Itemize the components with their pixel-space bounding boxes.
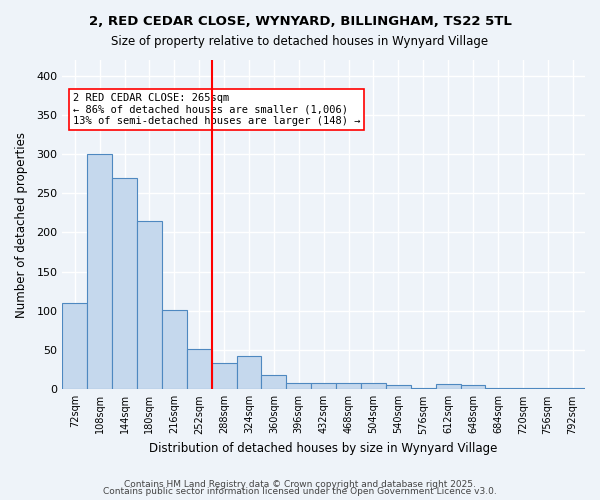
Text: 2 RED CEDAR CLOSE: 265sqm
← 86% of detached houses are smaller (1,006)
13% of se: 2 RED CEDAR CLOSE: 265sqm ← 86% of detac… — [73, 93, 360, 126]
Bar — [436, 384, 461, 390]
Y-axis label: Number of detached properties: Number of detached properties — [15, 132, 28, 318]
Bar — [311, 383, 336, 390]
Bar — [336, 383, 361, 390]
Bar — [411, 388, 436, 390]
Text: Size of property relative to detached houses in Wynyard Village: Size of property relative to detached ho… — [112, 35, 488, 48]
Bar — [87, 154, 112, 390]
Bar — [262, 375, 286, 390]
Bar — [236, 356, 262, 390]
Bar — [62, 303, 87, 390]
Text: Contains HM Land Registry data © Crown copyright and database right 2025.: Contains HM Land Registry data © Crown c… — [124, 480, 476, 489]
Bar — [461, 384, 485, 390]
Bar — [162, 310, 187, 390]
Bar — [361, 383, 386, 390]
Bar — [286, 383, 311, 390]
Bar — [137, 220, 162, 390]
Text: Contains public sector information licensed under the Open Government Licence v3: Contains public sector information licen… — [103, 488, 497, 496]
X-axis label: Distribution of detached houses by size in Wynyard Village: Distribution of detached houses by size … — [149, 442, 498, 455]
Bar — [212, 364, 236, 390]
Bar — [535, 388, 560, 390]
Text: 2, RED CEDAR CLOSE, WYNYARD, BILLINGHAM, TS22 5TL: 2, RED CEDAR CLOSE, WYNYARD, BILLINGHAM,… — [89, 15, 511, 28]
Bar — [485, 388, 511, 390]
Bar — [511, 388, 535, 390]
Bar — [187, 348, 212, 390]
Bar — [112, 178, 137, 390]
Bar — [560, 388, 585, 390]
Bar — [386, 386, 411, 390]
